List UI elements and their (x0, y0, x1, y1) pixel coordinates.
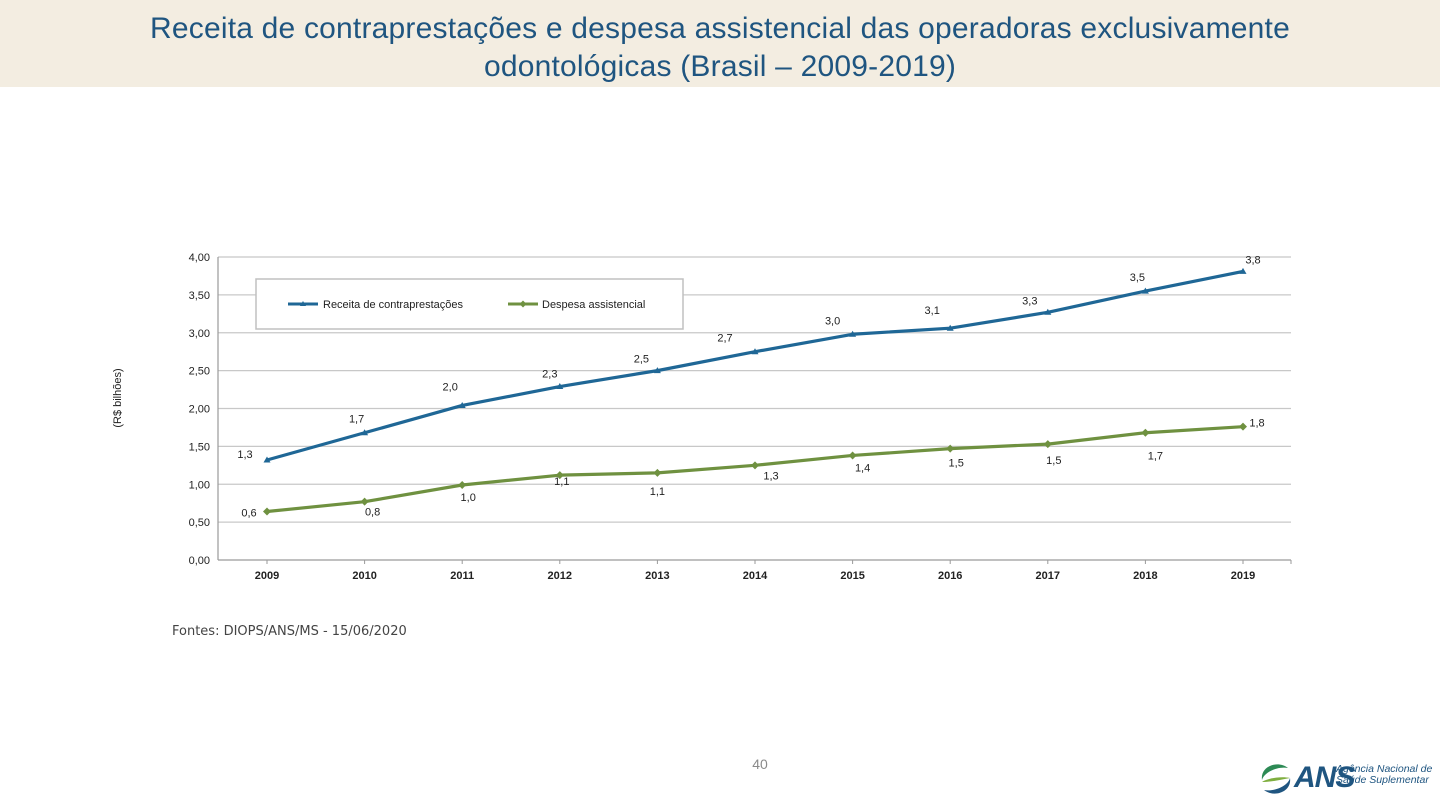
data-point (263, 456, 271, 463)
ans-logo-agency: Agência Nacional de Saúde Suplementar (1336, 764, 1432, 786)
legend-label: Despesa assistencial (542, 299, 645, 311)
data-label: 1,0 (461, 492, 476, 504)
y-tick-label: 0,00 (189, 555, 210, 567)
legend-marker (300, 301, 306, 306)
data-label: 3,8 (1245, 254, 1260, 266)
data-label: 2,0 (443, 381, 458, 393)
data-point (556, 383, 564, 390)
data-point (361, 429, 369, 436)
data-label: 3,3 (1022, 295, 1037, 307)
data-label: 1,5 (1046, 455, 1061, 467)
data-label: 1,5 (949, 458, 964, 470)
y-tick-label: 1,50 (189, 441, 210, 453)
data-label: 1,1 (650, 486, 665, 498)
data-label: 3,5 (1130, 272, 1145, 284)
ans-logo-line-1: Agência Nacional de (1336, 763, 1433, 775)
y-tick-label: 1,00 (189, 479, 210, 491)
x-tick-label: 2017 (1036, 570, 1060, 582)
x-tick-label: 2013 (645, 570, 669, 582)
data-label: 2,5 (634, 354, 649, 366)
data-point (458, 481, 467, 490)
legend-box (255, 278, 684, 330)
data-point (751, 461, 759, 470)
y-tick-label: 2,00 (189, 404, 210, 416)
data-label: 2,7 (717, 333, 732, 345)
data-point (849, 330, 857, 337)
data-label: 0,8 (365, 507, 380, 519)
data-point (946, 444, 955, 453)
page-title-line-2: odontológicas (Brasil – 2009-2019) (483, 50, 957, 83)
data-point (653, 367, 661, 374)
data-label: 1,3 (237, 449, 252, 461)
data-point (751, 348, 759, 355)
y-axis-title: (R$ bilhões) (112, 368, 124, 427)
source-note: Fontes: DIOPS/ANS/MS - 15/06/2020 (172, 624, 407, 639)
data-label: 1,8 (1249, 418, 1264, 430)
y-tick-label: 2,50 (189, 366, 210, 378)
x-tick-label: 2019 (1231, 570, 1255, 582)
y-tick-label: 3,00 (189, 328, 210, 340)
data-label: 1,7 (349, 414, 364, 426)
y-tick-label: 3,50 (189, 290, 210, 302)
x-tick-label: 2012 (548, 570, 572, 582)
data-label: 1,3 (763, 470, 778, 482)
data-point (555, 471, 564, 480)
data-point (946, 324, 954, 331)
x-tick-label: 2009 (255, 570, 279, 582)
x-tick-label: 2010 (352, 570, 376, 582)
x-tick-label: 2015 (840, 570, 864, 582)
data-point (1239, 422, 1247, 431)
title-bar: Receita de contraprestações e despesa as… (0, 0, 1440, 87)
ans-logo-line-2: Saúde Suplementar (1336, 774, 1429, 786)
ans-logo-abbr: ANS (1294, 761, 1355, 794)
data-point (458, 401, 466, 408)
x-tick-label: 2014 (743, 570, 768, 582)
page-title-line-1: Receita de contraprestações e despesa as… (150, 12, 1290, 45)
data-point (1141, 428, 1150, 437)
data-point (653, 468, 662, 477)
x-tick-label: 2018 (1133, 570, 1157, 582)
y-tick-label: 4,00 (189, 252, 210, 264)
data-label: 1,4 (855, 462, 870, 474)
data-label: 1,7 (1148, 451, 1163, 463)
data-point (360, 497, 369, 506)
ans-logo-icon (1261, 764, 1291, 794)
data-label: 1,1 (554, 476, 569, 488)
data-label: 2,3 (542, 369, 557, 381)
legend-marker (519, 300, 527, 308)
data-point (1239, 267, 1247, 274)
data-label: 3,1 (925, 305, 940, 317)
data-point (848, 451, 857, 460)
data-point (1141, 287, 1149, 294)
data-point (1043, 440, 1052, 449)
data-label: 0,6 (241, 508, 256, 520)
ans-logo: ANS Agência Nacional de Saúde Suplementa… (1258, 758, 1440, 802)
data-point (1044, 308, 1052, 315)
data-point (263, 507, 271, 516)
x-tick-label: 2016 (938, 570, 962, 582)
data-label: 3,0 (825, 315, 840, 327)
page-number: 40 (752, 756, 768, 772)
y-tick-label: 0,50 (189, 517, 210, 529)
x-tick-label: 2011 (450, 570, 474, 582)
page-title: Receita de contraprestações e despesa as… (0, 0, 1440, 86)
legend-label: Receita de contraprestações (323, 299, 464, 311)
